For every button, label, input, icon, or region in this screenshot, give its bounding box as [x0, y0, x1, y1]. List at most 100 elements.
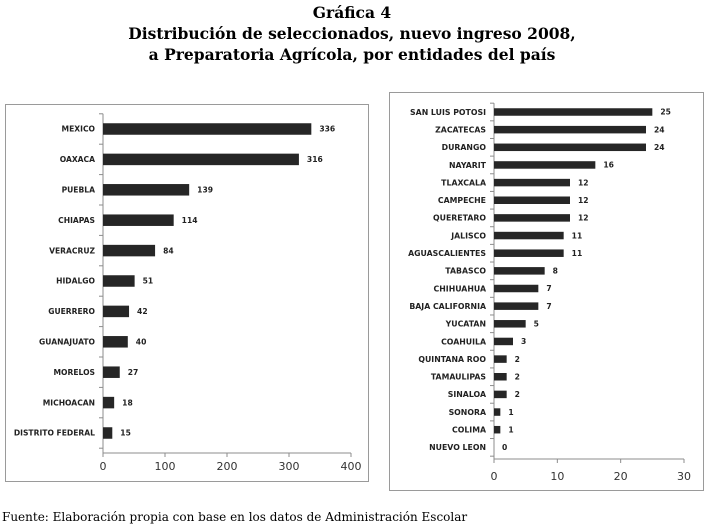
data-label: 42: [137, 307, 148, 316]
left-chart-panel: 0 100 200 300 400 MEXICO 336 OAXACA 316 PUEBLA 139…: [5, 104, 369, 482]
data-label: 2: [515, 390, 520, 399]
bar: [103, 366, 120, 378]
bar: [103, 275, 135, 287]
bar: [494, 161, 596, 169]
bar: [103, 305, 130, 318]
data-label: 1: [508, 408, 513, 417]
source-note: Fuente: Elaboración propia con base en l…: [2, 510, 468, 524]
bar: [494, 214, 570, 222]
category-label: AGUASCALIENTES: [408, 249, 486, 258]
data-label: 12: [578, 214, 589, 223]
x-tick-label: 30: [677, 470, 691, 483]
bar: [494, 355, 507, 363]
category-label: CHIHUAHUA: [434, 284, 486, 293]
category-label: CAMPECHE: [438, 196, 486, 205]
bar: [103, 336, 128, 348]
data-label: 2: [515, 372, 520, 381]
category-label: SAN LUIS POTOSI: [410, 108, 486, 117]
data-label: 139: [197, 186, 213, 195]
data-label: 27: [128, 368, 139, 377]
category-label: PUEBLA: [62, 186, 96, 195]
bar: [494, 143, 646, 152]
data-label: 16: [603, 161, 614, 170]
category-label: CHIAPAS: [58, 216, 95, 225]
data-label: 25: [660, 108, 671, 117]
data-label: 2: [515, 355, 520, 364]
bar: [494, 108, 653, 116]
category-label: SINALOA: [448, 390, 486, 399]
bar: [494, 373, 507, 381]
bar: [103, 153, 299, 166]
bar: [494, 408, 501, 416]
bar: [494, 425, 501, 434]
bar: [103, 244, 156, 257]
data-label: 0: [502, 443, 507, 452]
x-tick-label: 200: [217, 460, 238, 473]
bar: [494, 249, 564, 257]
bar: [494, 337, 513, 346]
category-label: MORELOS: [53, 368, 95, 377]
x-tick-label: 300: [279, 460, 300, 473]
data-label: 12: [578, 196, 589, 205]
x-tick-label: 20: [614, 470, 628, 483]
title-line-3: a Preparatoria Agrícola, por entidades d…: [148, 45, 556, 64]
category-label: DURANGO: [442, 143, 487, 152]
data-label: 15: [120, 429, 131, 438]
data-label: 8: [553, 267, 558, 276]
category-label: NAYARIT: [449, 161, 487, 170]
data-label: 40: [136, 338, 147, 347]
data-label: 3: [521, 337, 526, 346]
bar: [494, 125, 646, 134]
chart-title: Gráfica 4 Distribución de seleccionados,…: [0, 2, 704, 65]
category-label: QUINTANA ROO: [418, 355, 486, 364]
left-bar-chart: 0 100 200 300 400 MEXICO 336 OAXACA 316 PUEBLA 139…: [14, 113, 362, 473]
data-label: 51: [143, 277, 154, 286]
data-label: 11: [572, 231, 583, 240]
bar: [103, 123, 312, 135]
title-line-1: Gráfica 4: [312, 3, 392, 22]
x-tick-label: 400: [341, 460, 362, 473]
bar: [494, 231, 564, 240]
data-label: 336: [319, 125, 335, 134]
category-label: COLIMA: [452, 426, 486, 435]
bar: [103, 184, 190, 196]
category-label: JALISCO: [450, 231, 486, 240]
category-label: SONORA: [449, 408, 486, 417]
x-tick-label: 100: [155, 460, 176, 473]
category-label: MICHOACAN: [43, 398, 95, 407]
bar: [494, 320, 526, 328]
category-label: DISTRITO FEDERAL: [14, 429, 95, 438]
category-label: OAXACA: [60, 155, 95, 164]
title-line-2: Distribución de seleccionados, nuevo ing…: [128, 24, 576, 43]
data-label: 1: [508, 425, 513, 434]
category-label: TABASCO: [445, 267, 486, 276]
category-label: MEXICO: [62, 125, 96, 134]
data-label: 24: [654, 125, 665, 134]
data-label: 114: [182, 216, 198, 225]
data-label: 12: [578, 178, 589, 187]
category-label: ZACATECAS: [435, 125, 486, 134]
category-label: COAHUILA: [441, 337, 486, 346]
bar: [494, 302, 539, 310]
category-label: TLAXCALA: [441, 178, 486, 187]
category-label: BAJA CALIFORNIA: [409, 302, 486, 311]
bar: [494, 196, 570, 204]
bar: [103, 427, 113, 439]
bar: [494, 267, 545, 275]
category-label: HIDALGO: [56, 277, 95, 286]
data-label: 24: [654, 143, 665, 152]
bar: [103, 214, 174, 226]
right-chart-panel: 0 10 20 30 SAN LUIS POTOSI 25 ZACATECAS 24 DURAN…: [389, 92, 704, 491]
data-label: 7: [546, 302, 551, 311]
data-label: 11: [572, 249, 583, 258]
x-tick-label: 0: [491, 470, 498, 483]
category-label: GUANAJUATO: [39, 338, 95, 347]
bar: [494, 390, 507, 399]
data-label: 5: [534, 320, 539, 329]
data-label: 7: [546, 284, 551, 293]
category-label: NUEVO LEON: [429, 443, 486, 452]
data-label: 84: [163, 246, 174, 255]
x-tick-label: 10: [550, 470, 564, 483]
category-label: QUERETARO: [433, 214, 486, 223]
category-label: GUERRERO: [48, 307, 95, 316]
